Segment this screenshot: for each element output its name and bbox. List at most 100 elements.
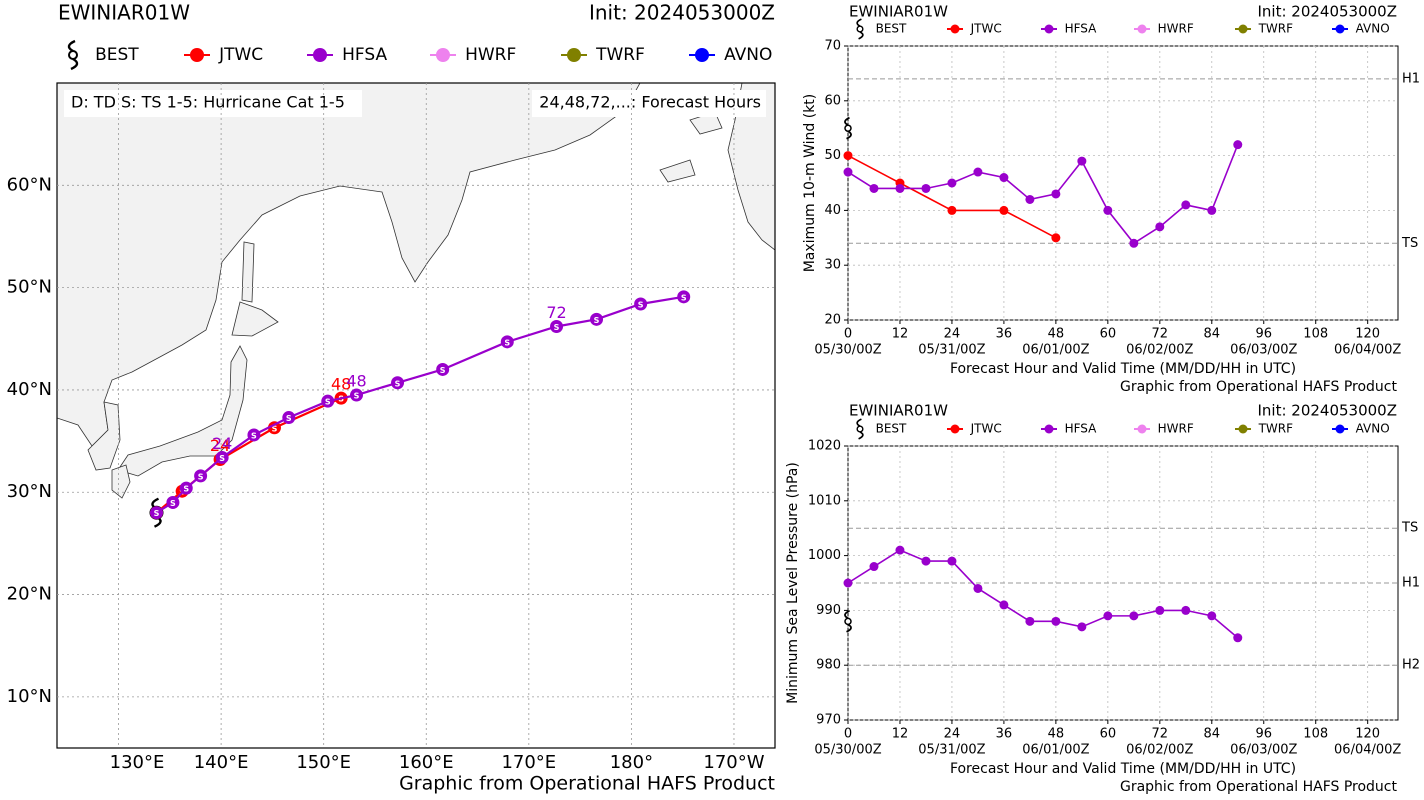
storm-arm bbox=[846, 130, 852, 140]
legend-label: HFSA bbox=[342, 45, 387, 65]
storm-symbol bbox=[856, 18, 864, 40]
data-point bbox=[1103, 611, 1113, 621]
track-point bbox=[179, 481, 193, 495]
reference-label: H2 bbox=[1402, 658, 1420, 673]
map-init: Init: 2024053000Z bbox=[589, 1, 775, 25]
x-tick-label: 48 bbox=[1048, 327, 1065, 342]
x-date-label: 06/02/00Z bbox=[1126, 743, 1193, 758]
legend-marker bbox=[950, 424, 960, 434]
storm-symbol bbox=[67, 39, 79, 71]
storm-core bbox=[844, 124, 852, 132]
legend-label: BEST bbox=[876, 422, 907, 436]
x-tick-label: 0 bbox=[844, 327, 852, 342]
storm-symbol bbox=[856, 418, 864, 440]
legend-marker bbox=[1335, 24, 1345, 34]
data-point bbox=[1103, 205, 1113, 215]
y-tick-label: 1010 bbox=[808, 493, 841, 508]
track-point bbox=[350, 388, 364, 402]
data-point bbox=[843, 167, 853, 177]
legend-label: HFSA bbox=[1065, 22, 1098, 36]
intensity-label: S bbox=[504, 338, 510, 347]
data-point bbox=[1077, 622, 1087, 632]
storm-core bbox=[856, 25, 864, 33]
reference-label: TS bbox=[1401, 521, 1418, 536]
storm-arm bbox=[844, 116, 850, 126]
data-point bbox=[1051, 616, 1061, 626]
storm-core bbox=[856, 425, 864, 433]
y-tick-label: 30 bbox=[824, 258, 841, 273]
footer: Graphic from Operational HAFS Product bbox=[1120, 379, 1398, 395]
x-tick-label: 180° bbox=[610, 752, 653, 773]
x-date-label: 05/31/00Z bbox=[918, 743, 985, 758]
y-tick-label: 30°N bbox=[7, 481, 52, 502]
legend-marker bbox=[1238, 424, 1248, 434]
legend-marker bbox=[190, 48, 204, 62]
x-tick-label: 120 bbox=[1355, 327, 1380, 342]
x-tick-label: 60 bbox=[1100, 727, 1117, 742]
legend-marker bbox=[1137, 424, 1147, 434]
legend-label: TWRF bbox=[595, 45, 645, 65]
legend-label: TWRF bbox=[1258, 22, 1294, 36]
chart-init: Init: 2024053000Z bbox=[1257, 3, 1397, 21]
alaska bbox=[727, 83, 775, 251]
x-tick-label: 12 bbox=[892, 327, 909, 342]
data-point bbox=[1025, 194, 1035, 204]
legend-label: HFSA bbox=[1065, 422, 1098, 436]
forecast-hour-label: 48 bbox=[331, 375, 351, 394]
data-point bbox=[1025, 616, 1035, 626]
y-tick-label: 40 bbox=[824, 203, 841, 218]
x-date-label: 06/01/00Z bbox=[1022, 743, 1089, 758]
data-point bbox=[1129, 611, 1139, 621]
track-point bbox=[267, 421, 281, 435]
x-tick-label: 108 bbox=[1303, 727, 1328, 742]
data-point bbox=[999, 205, 1009, 215]
legend-label: TWRF bbox=[1258, 422, 1294, 436]
annotation-box bbox=[64, 90, 362, 117]
legend-marker bbox=[1137, 24, 1147, 34]
track-point bbox=[550, 319, 564, 333]
storm-arm bbox=[856, 18, 862, 27]
data-point bbox=[1155, 222, 1165, 232]
y-tick-label: 980 bbox=[816, 658, 841, 673]
storm-core bbox=[68, 50, 78, 60]
legend-label: AVNO bbox=[724, 45, 772, 65]
track-point bbox=[282, 411, 296, 425]
data-point bbox=[947, 556, 957, 566]
data-point bbox=[895, 183, 905, 193]
intensity-label: S bbox=[440, 366, 446, 375]
chart-init: Init: 2024053000Z bbox=[1257, 402, 1397, 420]
track-point bbox=[149, 506, 163, 520]
intensity-label: S bbox=[272, 424, 278, 433]
x-tick-label: 150°E bbox=[296, 752, 351, 773]
legend-marker bbox=[1044, 24, 1054, 34]
y-tick-label: 60 bbox=[824, 93, 841, 108]
legend-marker bbox=[1335, 424, 1345, 434]
storm-arm bbox=[70, 57, 79, 71]
x-tick-label: 84 bbox=[1204, 327, 1221, 342]
annotation-box bbox=[532, 90, 766, 117]
data-point bbox=[1207, 611, 1217, 621]
data-point bbox=[947, 178, 957, 188]
reference-label: TS bbox=[1401, 236, 1418, 251]
data-point bbox=[843, 151, 853, 161]
storm-arm bbox=[856, 418, 862, 427]
data-point bbox=[869, 183, 879, 193]
track-point bbox=[215, 450, 229, 464]
x-tick-label: 96 bbox=[1255, 727, 1272, 742]
legend-label: JTWC bbox=[218, 45, 263, 65]
x-tick-label: 84 bbox=[1204, 727, 1221, 742]
x-date-label: 06/03/00Z bbox=[1230, 343, 1297, 358]
storm-core bbox=[844, 617, 852, 626]
data-point bbox=[1181, 605, 1191, 615]
intensity-label: S bbox=[170, 499, 176, 508]
legend-marker bbox=[695, 48, 709, 62]
y-tick-label: 50 bbox=[824, 148, 841, 163]
legend-label: AVNO bbox=[1356, 22, 1390, 36]
chart-title: EWINIAR01W bbox=[849, 3, 948, 21]
track-point bbox=[634, 297, 648, 311]
x-tick-label: 12 bbox=[892, 727, 909, 742]
x-date-label: 05/30/00Z bbox=[814, 743, 881, 758]
x-date-label: 06/04/00Z bbox=[1334, 743, 1401, 758]
storm-arm bbox=[858, 431, 864, 440]
